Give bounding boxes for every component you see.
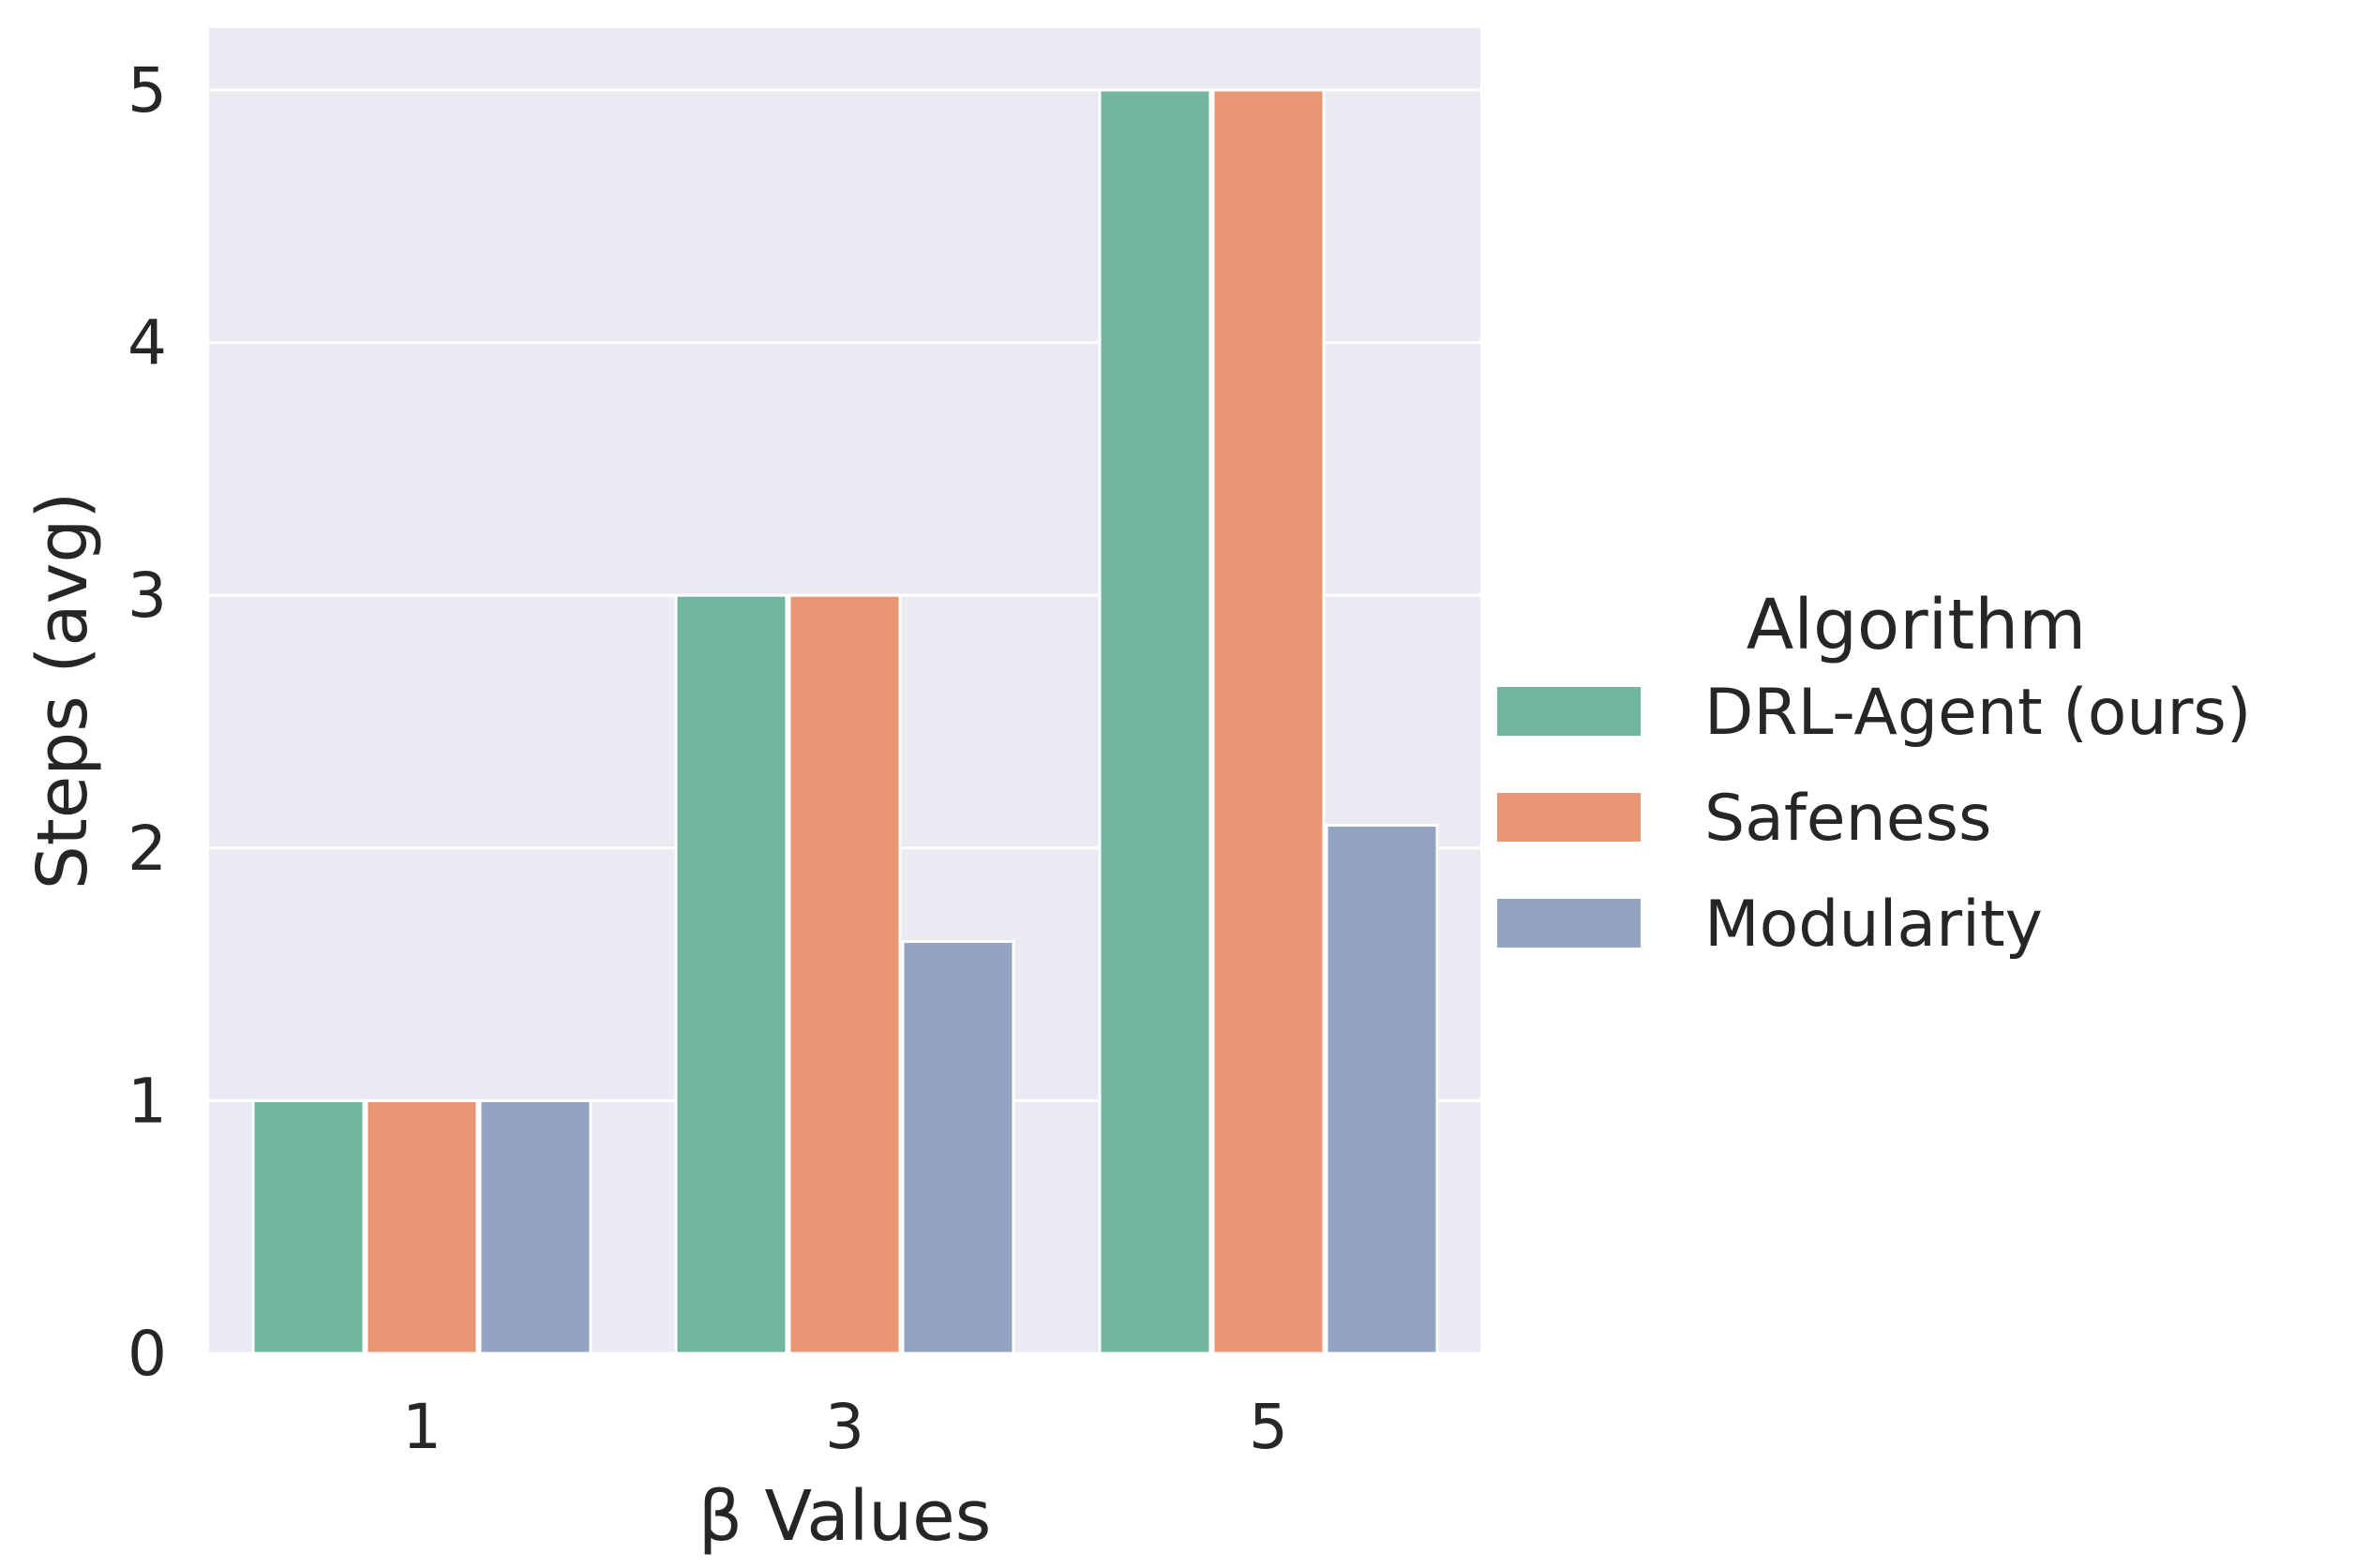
bar [251,1098,366,1355]
bar [1098,88,1212,1355]
y-axis-ticks: 0 1 2 3 4 5 [128,54,167,1390]
x-axis-title: β Values [698,1476,992,1557]
bar [1211,88,1326,1355]
y-tick-label: 5 [128,54,167,127]
legend-label: Modularity [1704,888,2043,962]
y-tick-label: 0 [128,1318,167,1390]
bar [478,1098,592,1355]
bar [788,593,902,1355]
y-tick-label: 3 [128,560,167,632]
bar [901,940,1015,1355]
x-axis-ticks: 1 3 5 [402,1391,1288,1463]
legend-swatch [1497,793,1641,842]
legend-title: Algorithm [1747,585,2086,665]
legend-label: Safeness [1704,782,1991,856]
bars [251,88,1439,1355]
bar [674,593,788,1355]
y-tick-label: 4 [128,307,167,380]
bar [365,1098,479,1355]
legend: Algorithm DRL-Agent (ours) Safeness Modula… [1497,585,2251,962]
x-tick-label: 3 [825,1391,864,1463]
legend-swatch [1497,899,1641,948]
legend-swatch [1497,687,1641,736]
y-axis-title: Steps (avg) [22,492,103,889]
x-tick-label: 5 [1249,1391,1288,1463]
bar [1325,824,1439,1355]
x-tick-label: 1 [402,1391,442,1463]
y-tick-label: 2 [128,813,167,885]
legend-items: DRL-Agent (ours) Safeness Modularity [1497,676,2251,962]
y-tick-label: 1 [128,1065,167,1137]
legend-label: DRL-Agent (ours) [1704,676,2251,750]
